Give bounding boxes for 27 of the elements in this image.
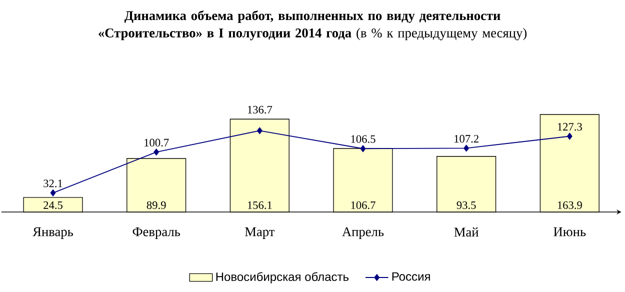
- data-label: 93.5: [456, 201, 476, 210]
- x-tick-label: Май: [454, 227, 478, 237]
- data-label: 156.1: [248, 201, 272, 210]
- point: [154, 148, 160, 156]
- data-label: 106.7: [351, 201, 376, 210]
- data-label: 136.7: [248, 106, 272, 114]
- point: [464, 144, 469, 152]
- x-tick-label: Июнь: [554, 227, 586, 236]
- data-label: 106.5: [351, 135, 376, 143]
- x-tick-label: Апрель: [342, 227, 384, 240]
- data-label: 127.3: [558, 122, 582, 131]
- x-tick-label: Март: [245, 227, 275, 239]
- point: [257, 127, 262, 134]
- data-label: 24.5: [44, 201, 62, 210]
- legend-label: Россия: [392, 272, 430, 281]
- x-tick-label: Январь: [32, 227, 74, 239]
- point: [360, 145, 366, 152]
- point: [566, 132, 572, 140]
- chart-title: Динамика объема работ, выполненных по виду деятельности «Строительство» в I полугодии 2014 года (в % к предыдущему месяцу): [98, 10, 527, 40]
- data-label: 100.7: [144, 138, 169, 146]
- data-label: 89.9: [146, 201, 166, 210]
- data-label: 107.2: [454, 134, 478, 143]
- point: [50, 189, 56, 196]
- legend-label: Новосибирская область: [216, 272, 349, 284]
- data-label: 163.9: [558, 201, 582, 210]
- data-label: 32.1: [44, 180, 62, 188]
- x-tick-label: Февраль: [132, 227, 180, 239]
